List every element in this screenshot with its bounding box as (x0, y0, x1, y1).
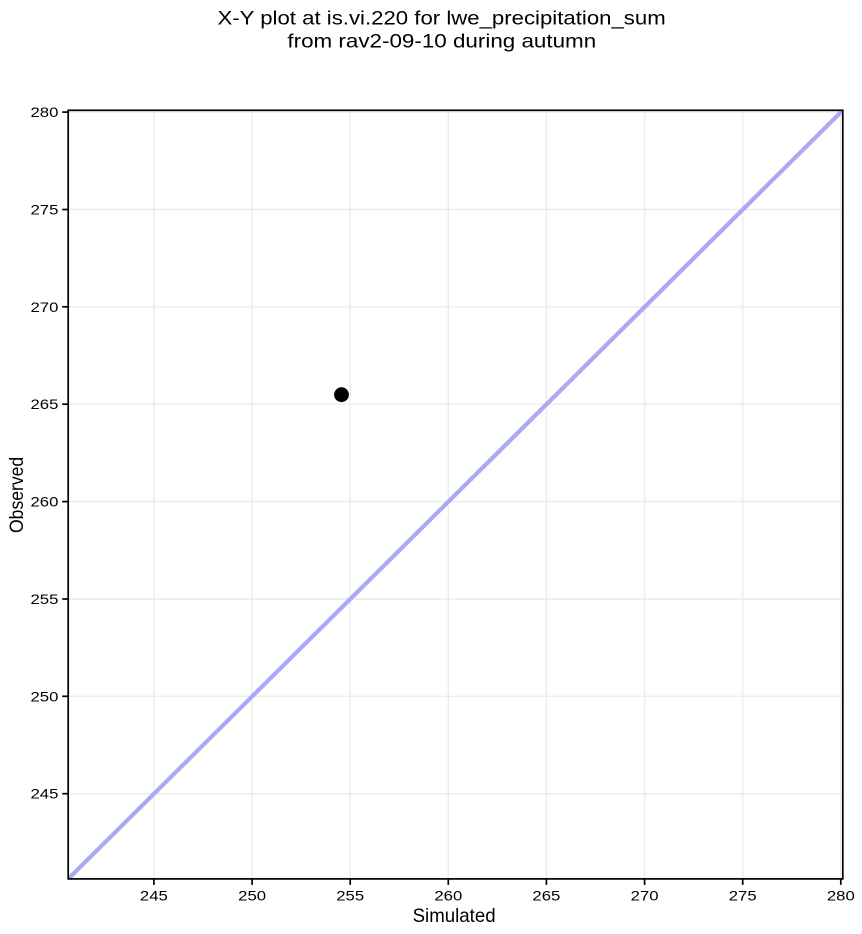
svg-text:255: 255 (336, 888, 364, 904)
svg-text:255: 255 (31, 591, 59, 607)
svg-text:275: 275 (729, 888, 757, 904)
svg-text:Observed: Observed (6, 457, 28, 533)
svg-text:245: 245 (140, 888, 168, 904)
svg-text:280: 280 (827, 888, 855, 904)
svg-text:250: 250 (238, 888, 266, 904)
svg-text:265: 265 (532, 888, 560, 904)
svg-text:265: 265 (31, 396, 59, 412)
svg-text:280: 280 (31, 104, 59, 120)
svg-text:270: 270 (31, 299, 59, 315)
svg-text:275: 275 (31, 202, 59, 218)
svg-text:260: 260 (434, 888, 462, 904)
svg-text:Simulated: Simulated (413, 905, 496, 927)
svg-text:250: 250 (31, 688, 59, 704)
svg-text:260: 260 (31, 494, 59, 510)
svg-text:270: 270 (631, 888, 659, 904)
svg-text:X-Y plot at is.vi.220 for lwe_: X-Y plot at is.vi.220 for lwe_precipitat… (218, 8, 666, 30)
svg-text:245: 245 (31, 786, 59, 802)
svg-text:from rav2-09-10 during autumn: from rav2-09-10 during autumn (287, 31, 596, 53)
